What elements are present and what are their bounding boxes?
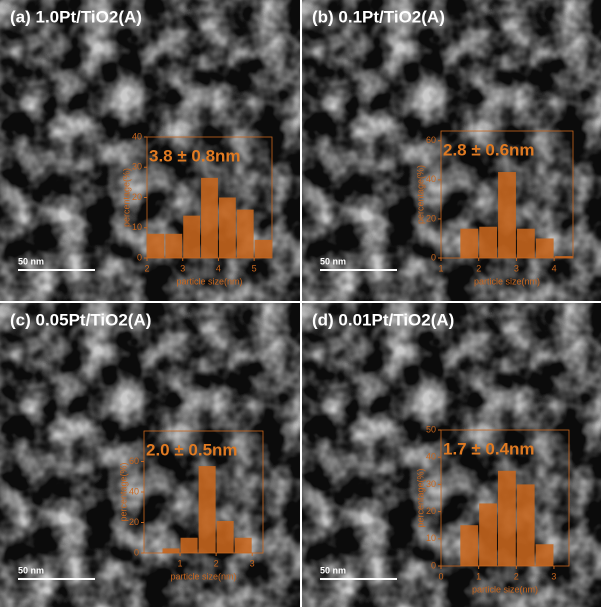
y-tick-label: 0 [431,560,436,570]
x-tick-label: 3 [180,263,185,273]
x-tick-label: 1 [178,558,183,568]
x-tick-label: 2 [514,571,519,581]
micrograph [0,303,300,607]
bar [516,484,535,566]
bar [498,172,516,258]
bar [460,525,479,566]
y-tick-label: 60 [129,456,139,466]
bar [479,226,498,258]
y-tick-label: 0 [137,252,142,262]
bar [479,503,497,566]
y-axis-label: percentage(%) [121,168,131,227]
x-axis-label: particle size(nm) [176,276,242,286]
y-tick-label: 40 [132,131,142,141]
panel: (a) 1.0Pt/TiO2(A) 2 3 4 5 0 10 20 30 40 particle s… [0,0,300,301]
x-tick-label: 3 [551,571,556,581]
bar [234,537,252,553]
scale-bar-label: 50 nm [320,565,346,575]
bar [201,177,218,258]
bar [147,233,165,258]
y-tick-label: 20 [426,213,436,223]
y-tick-label: 40 [129,486,139,496]
bar [183,215,201,258]
x-tick-label: 2 [214,558,219,568]
y-tick-label: 20 [129,517,139,527]
y-tick-label: 20 [426,506,436,516]
size-annotation: 2.8 ± 0.6nm [443,140,535,159]
bar [460,228,479,258]
x-axis-label: particle size(nm) [472,584,538,594]
panel-title: (a) 1.0Pt/TiO2(A) [10,7,142,26]
bar [216,520,234,553]
x-tick-label: 2 [476,263,481,273]
y-tick-label: 30 [426,479,436,489]
bar [254,239,272,258]
x-tick-label: 0 [438,571,443,581]
size-annotation: 1.7 ± 0.4nm [443,439,535,458]
x-tick-label: 4 [216,263,221,273]
bar [180,537,198,553]
bar [497,470,516,566]
bar [198,466,216,553]
bar [535,544,554,566]
bar [218,197,236,258]
scale-bar-label: 50 nm [18,256,44,266]
scale-bar-label: 50 nm [18,565,44,575]
x-tick-label: 5 [252,263,257,273]
y-tick-label: 60 [426,135,436,145]
y-axis-label: percentage(%) [415,165,425,224]
x-tick-label: 1 [476,571,481,581]
panel-title: (d) 0.01Pt/TiO2(A) [312,310,454,329]
y-tick-label: 40 [426,452,436,462]
size-annotation: 3.8 ± 0.8nm [149,146,241,165]
bar [554,256,573,258]
panel-title: (c) 0.05Pt/TiO2(A) [10,310,151,329]
y-tick-label: 0 [134,547,139,557]
y-axis-label: percentage(%) [415,468,425,527]
x-tick-label: 4 [552,263,557,273]
bar [165,233,183,258]
y-tick-label: 0 [431,252,436,262]
panel-title: (b) 0.1Pt/TiO2(A) [312,7,445,26]
x-tick-label: 2 [144,263,149,273]
panel: (d) 0.01Pt/TiO2(A)0 1 2 301020304050particl… [302,303,601,607]
y-tick-label: 10 [426,533,436,543]
bar [236,209,254,258]
x-tick-label: 3 [250,558,255,568]
x-tick-label: 3 [514,263,519,273]
x-tick-label: 1 [438,263,443,273]
y-tick-label: 10 [132,222,142,232]
bar [162,548,180,553]
x-axis-label: particle size(nm) [474,276,540,286]
y-axis-label: percentage(%) [118,462,128,521]
bar [535,238,554,258]
bar [516,228,535,258]
y-tick-label: 20 [132,192,142,202]
y-tick-label: 40 [426,174,436,184]
y-tick-label: 50 [426,424,436,434]
panel: (c) 0.05Pt/TiO2(A) 1 2 3 0 20 40 60 particle siz… [0,303,300,607]
x-axis-label: particle size(nm) [170,571,236,581]
size-annotation: 2.0 ± 0.5nm [146,440,238,459]
y-tick-label: 30 [132,162,142,172]
scale-bar-label: 50 nm [320,256,346,266]
